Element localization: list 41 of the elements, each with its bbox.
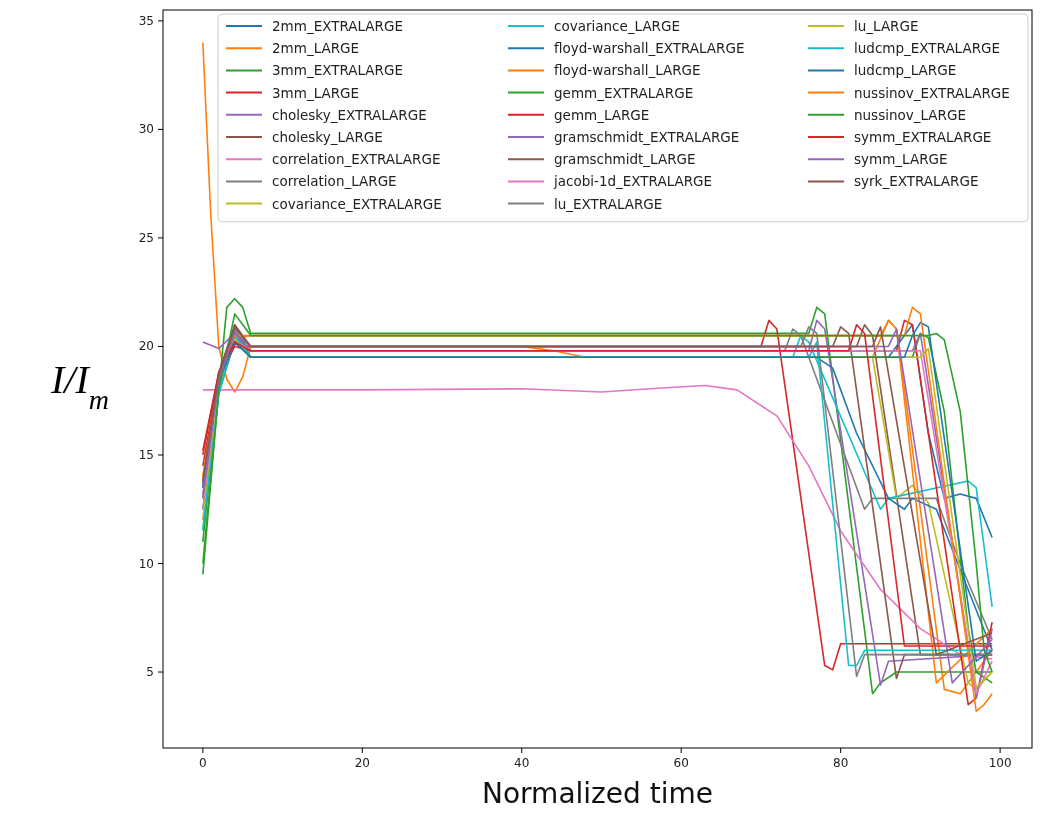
y-axis-title: I/I$_{m}$ [50,357,109,415]
x-tick-label: 40 [514,756,530,770]
y-tick-label: 20 [138,339,154,354]
legend-label: correlation_EXTRALARGE [272,151,441,168]
y-tick-label: 35 [138,13,154,28]
legend-label: floyd-warshall_EXTRALARGE [554,40,745,57]
legend-label: gemm_LARGE [554,106,650,123]
legend-label: nussinov_EXTRALARGE [854,84,1010,101]
legend-label: ludcmp_EXTRALARGE [854,40,1001,57]
legend-label: cholesky_LARGE [272,129,383,145]
legend-label: floyd-warshall_LARGE [554,62,701,79]
legend-label: lu_LARGE [854,18,919,34]
legend-label: correlation_LARGE [272,173,397,190]
legend-label: ludcmp_LARGE [854,62,957,79]
legend-label: nussinov_LARGE [854,106,966,123]
x-tick-label: 80 [833,756,849,770]
y-tick-label: 15 [138,447,154,462]
legend-label: jacobi-1d_EXTRALARGE [553,173,713,190]
x-tick-label: 60 [673,756,689,770]
y-tick-label: 30 [138,122,154,137]
x-tick-label: 0 [199,756,207,770]
legend-label: 2mm_EXTRALARGE [272,18,403,34]
y-tick-label: 10 [138,556,154,571]
x-axis-title: Normalized time [482,777,713,810]
legend-label: cholesky_EXTRALARGE [272,106,427,123]
legend-label: symm_EXTRALARGE [854,129,992,145]
legend-label: syrk_EXTRALARGE [854,173,979,190]
x-tick-label: 100 [988,756,1012,770]
y-tick-label: 25 [138,230,154,245]
legend-label: 3mm_LARGE [272,84,360,101]
y-tick-label: 5 [146,665,154,680]
legend-label: covariance_EXTRALARGE [272,195,442,212]
legend-label: 2mm_LARGE [272,40,360,57]
legend-label: gramschmidt_EXTRALARGE [554,129,740,145]
legend-label: lu_EXTRALARGE [554,195,663,212]
legend-label: 3mm_EXTRALARGE [272,62,403,79]
legend-label: symm_LARGE [854,151,948,168]
legend-label: gramschmidt_LARGE [554,151,696,168]
legend-label: gemm_EXTRALARGE [554,84,694,101]
x-tick-label: 20 [354,756,370,770]
legend-label: covariance_LARGE [554,18,680,34]
